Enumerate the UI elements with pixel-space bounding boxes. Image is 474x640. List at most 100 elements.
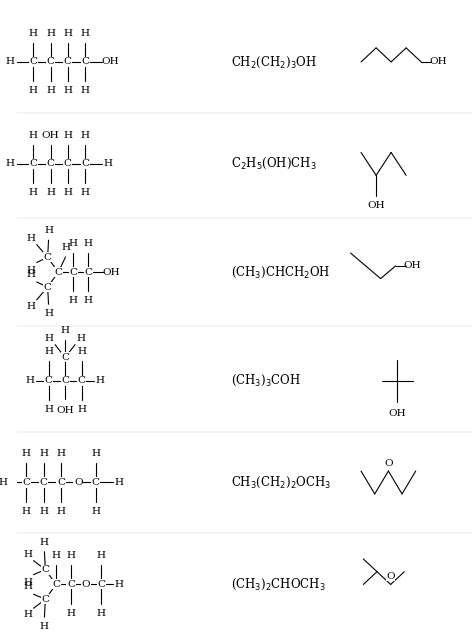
Text: O: O — [384, 459, 392, 468]
Text: H: H — [29, 131, 38, 140]
Text: H: H — [29, 86, 38, 95]
Text: H: H — [61, 326, 70, 335]
Text: H: H — [44, 226, 53, 235]
Text: H: H — [23, 578, 32, 587]
Text: H: H — [23, 610, 32, 619]
Text: C: C — [41, 565, 49, 574]
Text: H: H — [23, 550, 32, 559]
Text: OH: OH — [389, 408, 406, 417]
Text: H: H — [97, 609, 106, 618]
Text: C: C — [78, 376, 86, 385]
Text: H: H — [26, 376, 35, 385]
Text: (CH$_3$)$_3$COH: (CH$_3$)$_3$COH — [231, 373, 301, 388]
Text: H: H — [81, 29, 90, 38]
Text: H: H — [91, 449, 100, 458]
Text: H: H — [64, 29, 73, 38]
Text: H: H — [56, 507, 65, 516]
Text: H: H — [46, 188, 55, 197]
Text: H: H — [22, 449, 31, 458]
Text: C: C — [61, 376, 69, 385]
Text: H: H — [29, 29, 38, 38]
Text: OH: OH — [367, 201, 385, 210]
Text: H: H — [39, 507, 48, 516]
Text: C: C — [97, 580, 105, 589]
Text: H: H — [52, 551, 61, 560]
Text: C: C — [41, 595, 49, 604]
Text: H: H — [81, 86, 90, 95]
Text: C$_2$H$_5$(OH)CH$_3$: C$_2$H$_5$(OH)CH$_3$ — [231, 156, 317, 172]
Text: O: O — [82, 580, 91, 589]
Text: C: C — [44, 283, 52, 292]
Text: OH: OH — [429, 58, 447, 67]
Text: C: C — [54, 268, 62, 276]
Text: (CH$_3$)CHCH$_2$OH: (CH$_3$)CHCH$_2$OH — [231, 264, 331, 280]
Text: H: H — [104, 159, 113, 168]
Text: H: H — [81, 131, 90, 140]
Text: H: H — [29, 188, 38, 197]
Text: OH: OH — [42, 131, 59, 140]
Text: H: H — [39, 449, 48, 458]
Text: H: H — [64, 86, 73, 95]
Text: H: H — [26, 234, 35, 243]
Text: H: H — [97, 551, 106, 560]
Text: C: C — [81, 58, 89, 67]
Text: H: H — [26, 266, 35, 275]
Text: C: C — [22, 478, 30, 487]
Text: (CH$_3$)$_2$CHOCH$_3$: (CH$_3$)$_2$CHOCH$_3$ — [231, 577, 326, 592]
Text: H: H — [69, 239, 78, 248]
Text: H: H — [77, 404, 86, 413]
Text: C: C — [84, 268, 92, 276]
Text: H: H — [84, 239, 93, 248]
Text: H: H — [40, 622, 49, 631]
Text: H: H — [114, 478, 123, 487]
Text: H: H — [64, 131, 73, 140]
Text: H: H — [66, 551, 75, 560]
Text: C: C — [29, 159, 37, 168]
Text: H: H — [114, 580, 123, 589]
Text: H: H — [69, 296, 78, 305]
Text: H: H — [64, 188, 73, 197]
Text: C: C — [40, 478, 48, 487]
Text: H: H — [6, 58, 15, 67]
Text: C: C — [69, 268, 77, 276]
Text: C: C — [57, 478, 65, 487]
Text: CH$_3$(CH$_2$)$_2$OCH$_3$: CH$_3$(CH$_2$)$_2$OCH$_3$ — [231, 475, 332, 490]
Text: H: H — [61, 243, 70, 252]
Text: CH$_2$(CH$_2$)$_3$OH: CH$_2$(CH$_2$)$_3$OH — [231, 54, 317, 70]
Text: H: H — [45, 334, 54, 343]
Text: H: H — [84, 296, 93, 305]
Text: H: H — [23, 582, 32, 591]
Text: H: H — [44, 348, 53, 356]
Text: C: C — [46, 58, 55, 67]
Text: C: C — [46, 159, 55, 168]
Text: OH: OH — [102, 58, 119, 67]
Text: H: H — [91, 507, 100, 516]
Text: H: H — [44, 404, 53, 413]
Text: OH: OH — [56, 406, 74, 415]
Text: H: H — [81, 188, 90, 197]
Text: H: H — [56, 449, 65, 458]
Text: C: C — [64, 58, 72, 67]
Text: H: H — [0, 478, 8, 487]
Text: H: H — [46, 29, 55, 38]
Text: H: H — [44, 309, 53, 318]
Text: H: H — [77, 348, 86, 356]
Text: H: H — [26, 301, 35, 310]
Text: H: H — [46, 86, 55, 95]
Text: H: H — [26, 270, 35, 279]
Text: C: C — [61, 353, 69, 362]
Text: C: C — [45, 376, 53, 385]
Text: O: O — [386, 572, 395, 581]
Text: H: H — [6, 159, 15, 168]
Text: H: H — [76, 334, 85, 343]
Text: C: C — [91, 478, 100, 487]
Text: H: H — [96, 376, 105, 385]
Text: C: C — [29, 58, 37, 67]
Text: H: H — [22, 507, 31, 516]
Text: O: O — [74, 478, 82, 487]
Text: C: C — [81, 159, 89, 168]
Text: OH: OH — [404, 261, 421, 270]
Text: C: C — [44, 253, 52, 262]
Text: C: C — [67, 580, 75, 589]
Text: H: H — [40, 538, 49, 547]
